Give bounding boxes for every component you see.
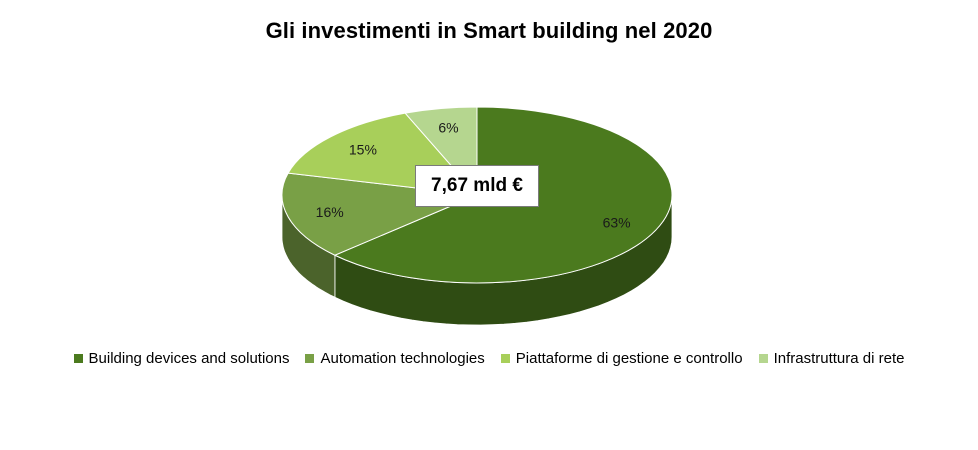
- legend-label: Infrastruttura di rete: [773, 350, 905, 367]
- slice-label-piattaforme-di-gestione-e-controllo: 15%: [349, 142, 377, 158]
- legend-item-automation-technologies: Automation technologies: [305, 350, 485, 367]
- chart-legend: Building devices and solutions Automation…: [0, 350, 978, 367]
- legend-item-building-devices-and-solutions: Building devices and solutions: [73, 350, 290, 367]
- legend-swatch: [500, 354, 510, 363]
- legend-swatch: [305, 354, 315, 363]
- slice-label-infrastruttura-di-rete: 6%: [438, 120, 458, 136]
- legend-item-infrastruttura-di-rete: Infrastruttura di rete: [758, 350, 905, 367]
- legend-label: Piattaforme di gestione e controllo: [515, 350, 743, 367]
- legend-swatch: [73, 354, 83, 363]
- legend-label: Automation technologies: [320, 350, 485, 367]
- legend-label: Building devices and solutions: [88, 350, 290, 367]
- legend-item-piattaforme-di-gestione-e-controllo: Piattaforme di gestione e controllo: [500, 350, 743, 367]
- slice-label-automation-technologies: 16%: [316, 204, 344, 220]
- chart-title: Gli investimenti in Smart building nel 2…: [265, 18, 713, 43]
- total-investment-label: 7,67 mld €: [415, 165, 539, 207]
- pie-labels: 63% 16% 15% 6%: [316, 120, 631, 231]
- slice-label-building-devices-and-solutions: 63%: [603, 214, 631, 230]
- legend-swatch: [758, 354, 768, 363]
